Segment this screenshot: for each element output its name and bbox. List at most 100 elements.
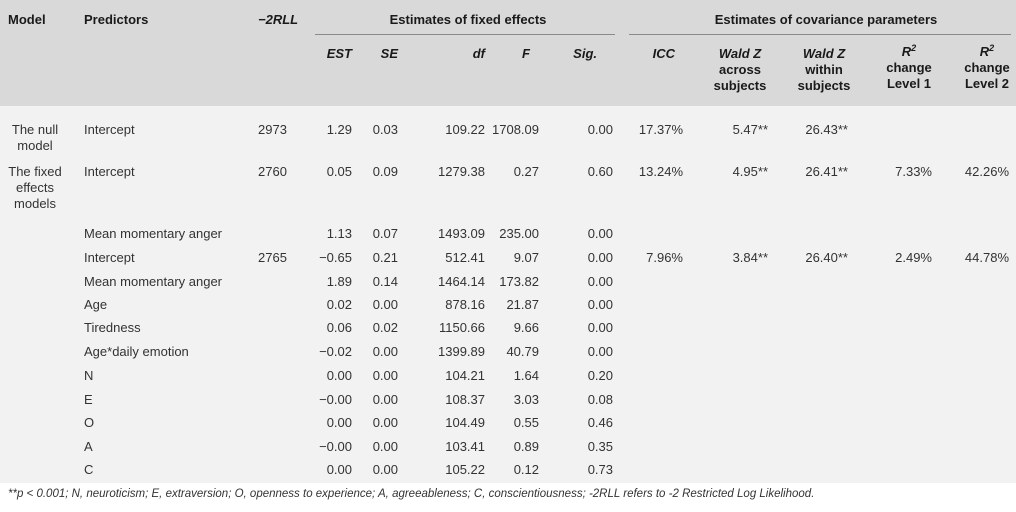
cell-df: 1150.66 xyxy=(438,320,485,335)
cell-se: 0.00 xyxy=(372,297,398,312)
cell-df: 1399.89 xyxy=(438,344,485,359)
cell-sig: 0.00 xyxy=(587,226,613,241)
cell-f: 1708.09 xyxy=(492,122,539,137)
cell-f: 3.03 xyxy=(513,392,539,407)
cell-predictor: Intercept xyxy=(84,164,135,179)
cell-df: 103.41 xyxy=(445,439,485,454)
cell-df: 512.41 xyxy=(445,250,485,265)
cell-se: 0.00 xyxy=(372,439,398,454)
cell-df: 1464.14 xyxy=(438,274,485,289)
cell-est: 0.06 xyxy=(326,320,352,335)
cell-model: The fixed effects models xyxy=(8,164,62,211)
cell-est: 0.00 xyxy=(326,462,352,477)
cell-se: 0.21 xyxy=(372,250,398,265)
cell-se: 0.14 xyxy=(372,274,398,289)
cell-df: 104.49 xyxy=(445,415,485,430)
cell-icc: 7.96% xyxy=(646,250,683,265)
header-se: SE xyxy=(380,46,398,61)
header-sig: Sig. xyxy=(573,46,597,61)
cell-model: The null model xyxy=(11,122,59,153)
covariance-rule xyxy=(629,34,1011,35)
fixed-effects-rule xyxy=(315,34,615,35)
cell-predictor: A xyxy=(84,439,93,454)
cell-df: 109.22 xyxy=(445,122,485,137)
cell-est: 0.05 xyxy=(326,164,352,179)
cell-neg2rll: 2973 xyxy=(258,122,287,137)
cell-neg2rll: 2765 xyxy=(258,250,287,265)
cell-f: 0.27 xyxy=(513,164,539,179)
cell-wald-within: 26.40** xyxy=(805,250,848,265)
cell-se: 0.00 xyxy=(372,415,398,430)
cell-predictor: Age*daily emotion xyxy=(84,344,189,359)
cell-r2-level2: 44.78% xyxy=(964,250,1009,265)
cell-df: 1493.09 xyxy=(438,226,485,241)
header-r2-level2: R2 change Level 2 xyxy=(964,43,1010,92)
header-f: F xyxy=(522,46,530,61)
cell-est: −0.00 xyxy=(319,392,352,407)
cell-predictor: Intercept xyxy=(84,122,135,137)
header-fixed-effects: Estimates of fixed effects xyxy=(389,12,547,27)
cell-predictor: N xyxy=(84,368,94,383)
cell-sig: 0.00 xyxy=(587,344,613,359)
cell-predictor: Mean momentary anger xyxy=(84,274,223,289)
cell-est: 0.00 xyxy=(326,368,352,383)
cell-se: 0.07 xyxy=(372,226,398,241)
cell-icc: 17.37% xyxy=(638,122,683,137)
cell-df: 1279.38 xyxy=(438,164,485,179)
cell-f: 0.89 xyxy=(513,439,539,454)
cell-sig: 0.60 xyxy=(587,164,613,179)
header-icc: ICC xyxy=(652,46,675,61)
cell-sig: 0.20 xyxy=(587,368,613,383)
cell-f: 9.66 xyxy=(513,320,539,335)
cell-se: 0.02 xyxy=(372,320,398,335)
header-df: df xyxy=(472,46,485,61)
cell-se: 0.03 xyxy=(372,122,398,137)
cell-est: −0.02 xyxy=(319,344,352,359)
cell-predictor: Mean momentary anger xyxy=(84,226,223,241)
cell-est: −0.00 xyxy=(319,439,352,454)
cell-sig: 0.46 xyxy=(587,415,613,430)
cell-wald-within: 26.41** xyxy=(805,164,848,179)
cell-df: 104.21 xyxy=(445,368,485,383)
cell-est: 1.29 xyxy=(326,122,352,137)
header-est: EST xyxy=(326,46,352,61)
cell-neg2rll: 2760 xyxy=(258,164,287,179)
table-body-background xyxy=(0,106,1016,483)
header-predictors: Predictors xyxy=(84,12,149,27)
cell-est: 1.89 xyxy=(326,274,352,289)
cell-predictor: Age xyxy=(84,297,108,312)
cell-icc: 13.24% xyxy=(638,164,683,179)
cell-est: 0.02 xyxy=(326,297,352,312)
cell-est: 1.13 xyxy=(326,226,352,241)
cell-sig: 0.00 xyxy=(587,250,613,265)
cell-f: 1.64 xyxy=(513,368,539,383)
table-footnote: **p < 0.001; N, neuroticism; E, extraver… xyxy=(8,488,815,500)
cell-f: 173.82 xyxy=(499,274,539,289)
cell-sig: 0.00 xyxy=(587,297,613,312)
cell-df: 878.16 xyxy=(445,297,485,312)
cell-r2-level2: 42.26% xyxy=(964,164,1009,179)
cell-predictor: C xyxy=(84,462,94,477)
cell-wald-across: 5.47** xyxy=(732,122,768,137)
cell-f: 9.07 xyxy=(513,250,539,265)
header-r2-level1: R2 change Level 1 xyxy=(886,43,932,92)
cell-predictor: Tiredness xyxy=(84,320,141,335)
header-model: Model xyxy=(8,12,46,27)
cell-est: 0.00 xyxy=(326,415,352,430)
cell-sig: 0.73 xyxy=(587,462,613,477)
cell-sig: 0.35 xyxy=(587,439,613,454)
cell-f: 40.79 xyxy=(506,344,539,359)
cell-se: 0.09 xyxy=(372,164,398,179)
cell-df: 105.22 xyxy=(445,462,485,477)
cell-r2-level1: 2.49% xyxy=(895,250,932,265)
cell-predictor: E xyxy=(84,392,93,407)
cell-f: 0.12 xyxy=(513,462,539,477)
cell-sig: 0.00 xyxy=(587,320,613,335)
cell-predictor: O xyxy=(84,415,95,430)
cell-predictor: Intercept xyxy=(84,250,135,265)
cell-se: 0.00 xyxy=(372,344,398,359)
table-header-background xyxy=(0,0,1016,106)
cell-se: 0.00 xyxy=(372,368,398,383)
header-neg2rll: −2RLL xyxy=(258,12,299,27)
cell-sig: 0.08 xyxy=(587,392,613,407)
